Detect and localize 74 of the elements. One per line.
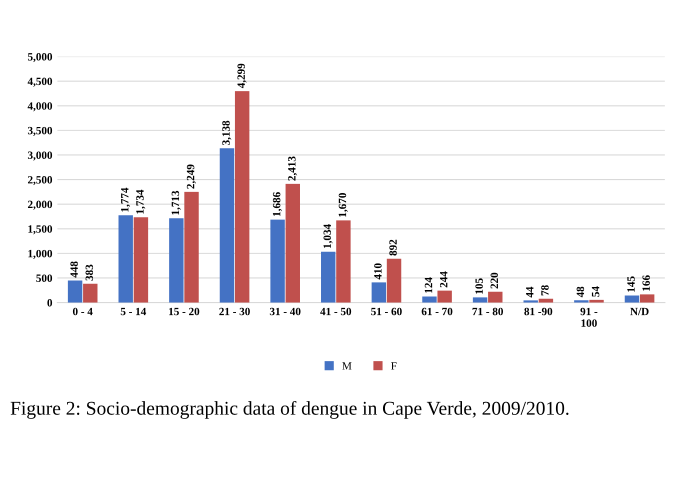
x-tick-label: 91 - 100 bbox=[580, 308, 598, 327]
bar bbox=[422, 296, 437, 303]
data-label: 78 bbox=[541, 285, 549, 296]
bar bbox=[134, 217, 148, 303]
y-tick-label: 3,000 bbox=[28, 151, 52, 161]
bar bbox=[589, 300, 604, 303]
data-label: 2,249 bbox=[186, 164, 196, 189]
x-tick-label: N/D bbox=[630, 308, 649, 316]
data-label: 105 bbox=[475, 278, 483, 294]
bar bbox=[372, 282, 386, 303]
bar bbox=[624, 295, 640, 303]
data-label: 410 bbox=[374, 263, 382, 280]
bar bbox=[488, 292, 502, 303]
bar bbox=[321, 252, 336, 303]
x-tick-label: 41 - 50 bbox=[320, 308, 352, 316]
bar bbox=[640, 294, 654, 303]
bar bbox=[220, 148, 234, 303]
x-tick-label: 0 - 4 bbox=[72, 308, 93, 316]
y-tick-label: 500 bbox=[36, 274, 52, 282]
bar bbox=[386, 258, 402, 303]
legend-label: M bbox=[342, 362, 352, 370]
data-label: 4,299 bbox=[237, 64, 247, 88]
legend-label: F bbox=[391, 362, 397, 370]
bar bbox=[524, 300, 538, 303]
x-tick-label: 81 -90 bbox=[524, 308, 552, 316]
data-label: 448 bbox=[70, 261, 78, 278]
data-label: 383 bbox=[86, 264, 94, 281]
bar bbox=[286, 184, 300, 303]
data-label: 54 bbox=[592, 286, 600, 297]
data-label: 166 bbox=[642, 275, 650, 291]
y-tick-label: 4,000 bbox=[28, 102, 52, 112]
bar bbox=[472, 297, 488, 303]
x-tick-label: 21 - 30 bbox=[219, 308, 250, 316]
bar bbox=[118, 215, 133, 303]
bar bbox=[184, 192, 199, 303]
data-label: 48 bbox=[576, 286, 584, 298]
bar bbox=[234, 91, 250, 303]
data-label: 892 bbox=[389, 240, 397, 256]
data-label: 124 bbox=[424, 277, 432, 293]
caption: Figure 2: Socio-demographic data of dengue in Cape Verde, 2009/2010. bbox=[10, 400, 568, 419]
data-label: 1,734 bbox=[136, 190, 146, 214]
bar bbox=[336, 220, 351, 303]
y-tick-label: 1,000 bbox=[28, 250, 52, 259]
data-label: 1,034 bbox=[324, 224, 333, 248]
y-tick-label: 3,500 bbox=[28, 126, 52, 136]
bar bbox=[538, 298, 554, 303]
x-tick-label: 31 - 40 bbox=[270, 308, 301, 316]
data-label: 220 bbox=[490, 272, 498, 289]
bar bbox=[83, 284, 98, 303]
bar bbox=[270, 220, 285, 303]
x-tick-label: 5 - 14 bbox=[120, 308, 146, 316]
x-tick-label: 61 - 70 bbox=[422, 308, 452, 316]
bar bbox=[437, 290, 452, 303]
y-tick-label: 0 bbox=[47, 299, 52, 307]
data-label: 2,413 bbox=[288, 156, 298, 181]
y-tick-label: 2,500 bbox=[28, 176, 52, 186]
bar bbox=[68, 280, 82, 303]
x-tick-label: 15 - 20 bbox=[169, 308, 200, 316]
data-label: 1,686 bbox=[272, 192, 282, 216]
y-tick-label: 4,500 bbox=[28, 78, 52, 87]
data-label: 3,138 bbox=[222, 120, 232, 145]
data-label: 244 bbox=[440, 271, 448, 288]
data-label: 1,774 bbox=[121, 188, 130, 212]
data-label: 44 bbox=[526, 286, 534, 298]
y-tick-label: 5,000 bbox=[28, 53, 52, 62]
bar bbox=[169, 218, 184, 303]
data-label: 145 bbox=[627, 276, 635, 292]
y-tick-label: 2,000 bbox=[28, 200, 52, 210]
x-tick-label: 71 - 80 bbox=[472, 308, 504, 316]
data-label: 1,670 bbox=[338, 193, 348, 217]
data-label: 1,713 bbox=[172, 190, 181, 215]
x-tick-label: 51 - 60 bbox=[371, 308, 402, 316]
y-tick-label: 1,500 bbox=[28, 225, 52, 234]
bar bbox=[574, 300, 589, 303]
